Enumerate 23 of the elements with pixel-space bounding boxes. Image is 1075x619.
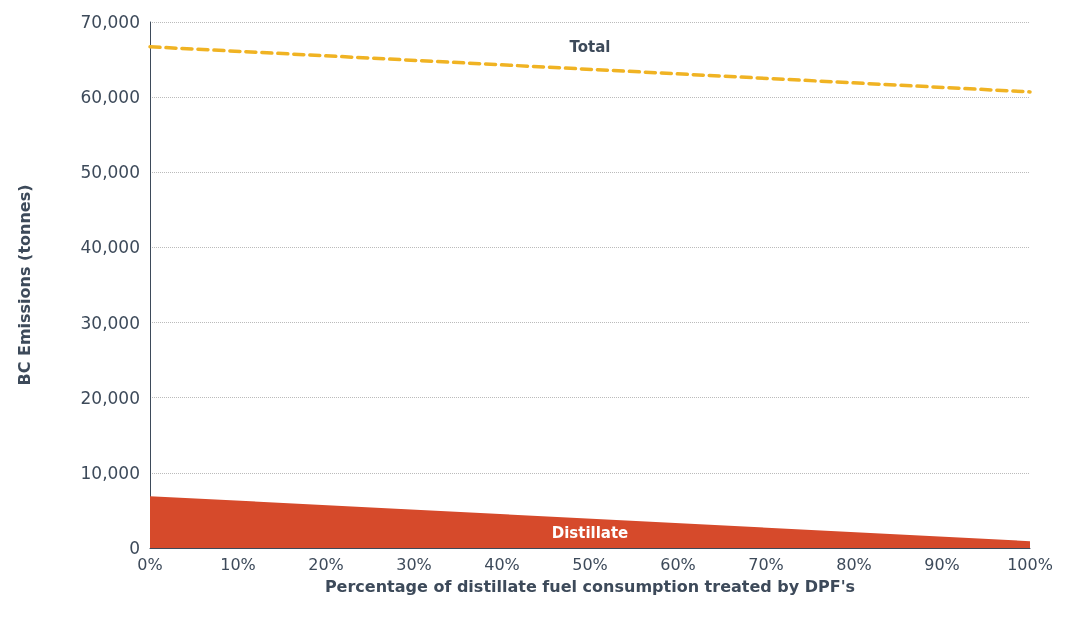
x-tick-label: 50%: [572, 554, 608, 574]
x-axis-title: Percentage of distillate fuel consumption treated by DPF's: [324, 576, 856, 596]
x-tick-label: 0%: [137, 554, 163, 574]
y-tick-label: 20,000: [80, 387, 140, 408]
y-tick-label: 60,000: [80, 87, 140, 108]
x-tick-label: 30%: [396, 554, 432, 574]
y-tick-label: 50,000: [80, 162, 140, 183]
y-tick-label: 30,000: [80, 312, 140, 333]
series-label: Distillate: [551, 524, 629, 543]
x-tick-label: 70%: [748, 554, 784, 574]
x-tick-label: 40%: [484, 554, 520, 574]
x-tick-label: 10%: [220, 554, 256, 574]
x-tick-label: 20%: [308, 554, 344, 574]
y-tick-label: 40,000: [80, 237, 140, 258]
y-tick-label: 0: [129, 538, 140, 558]
series-label: Total: [569, 38, 611, 57]
x-tick-label: 90%: [924, 554, 960, 574]
x-tick-label: 100%: [1007, 554, 1053, 574]
y-tick-label: 70,000: [80, 12, 140, 32]
x-tick-label: 60%: [660, 554, 696, 574]
x-tick-label: 80%: [836, 554, 872, 574]
y-axis-title: BC Emissions (tonnes): [14, 184, 34, 386]
y-tick-label: 10,000: [80, 462, 140, 483]
